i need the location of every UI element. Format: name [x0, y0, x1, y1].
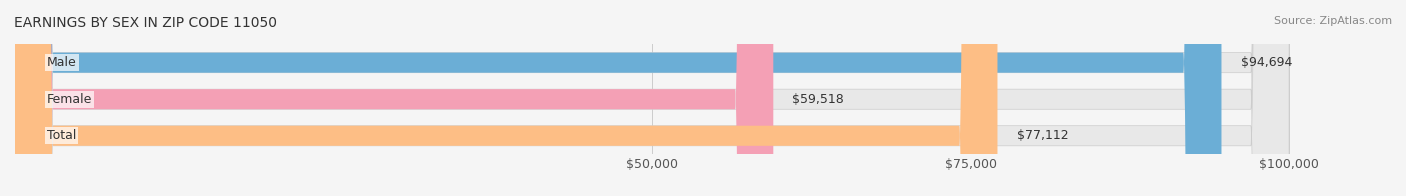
- Text: Female: Female: [46, 93, 93, 106]
- Text: EARNINGS BY SEX IN ZIP CODE 11050: EARNINGS BY SEX IN ZIP CODE 11050: [14, 16, 277, 30]
- FancyBboxPatch shape: [15, 0, 773, 196]
- Text: $59,518: $59,518: [793, 93, 844, 106]
- Text: $94,694: $94,694: [1240, 56, 1292, 69]
- Text: Total: Total: [46, 129, 76, 142]
- Text: Male: Male: [46, 56, 76, 69]
- Text: Source: ZipAtlas.com: Source: ZipAtlas.com: [1274, 16, 1392, 26]
- Text: $77,112: $77,112: [1017, 129, 1069, 142]
- FancyBboxPatch shape: [15, 0, 997, 196]
- FancyBboxPatch shape: [15, 0, 1289, 196]
- FancyBboxPatch shape: [15, 0, 1222, 196]
- FancyBboxPatch shape: [15, 0, 1289, 196]
- FancyBboxPatch shape: [15, 0, 1289, 196]
